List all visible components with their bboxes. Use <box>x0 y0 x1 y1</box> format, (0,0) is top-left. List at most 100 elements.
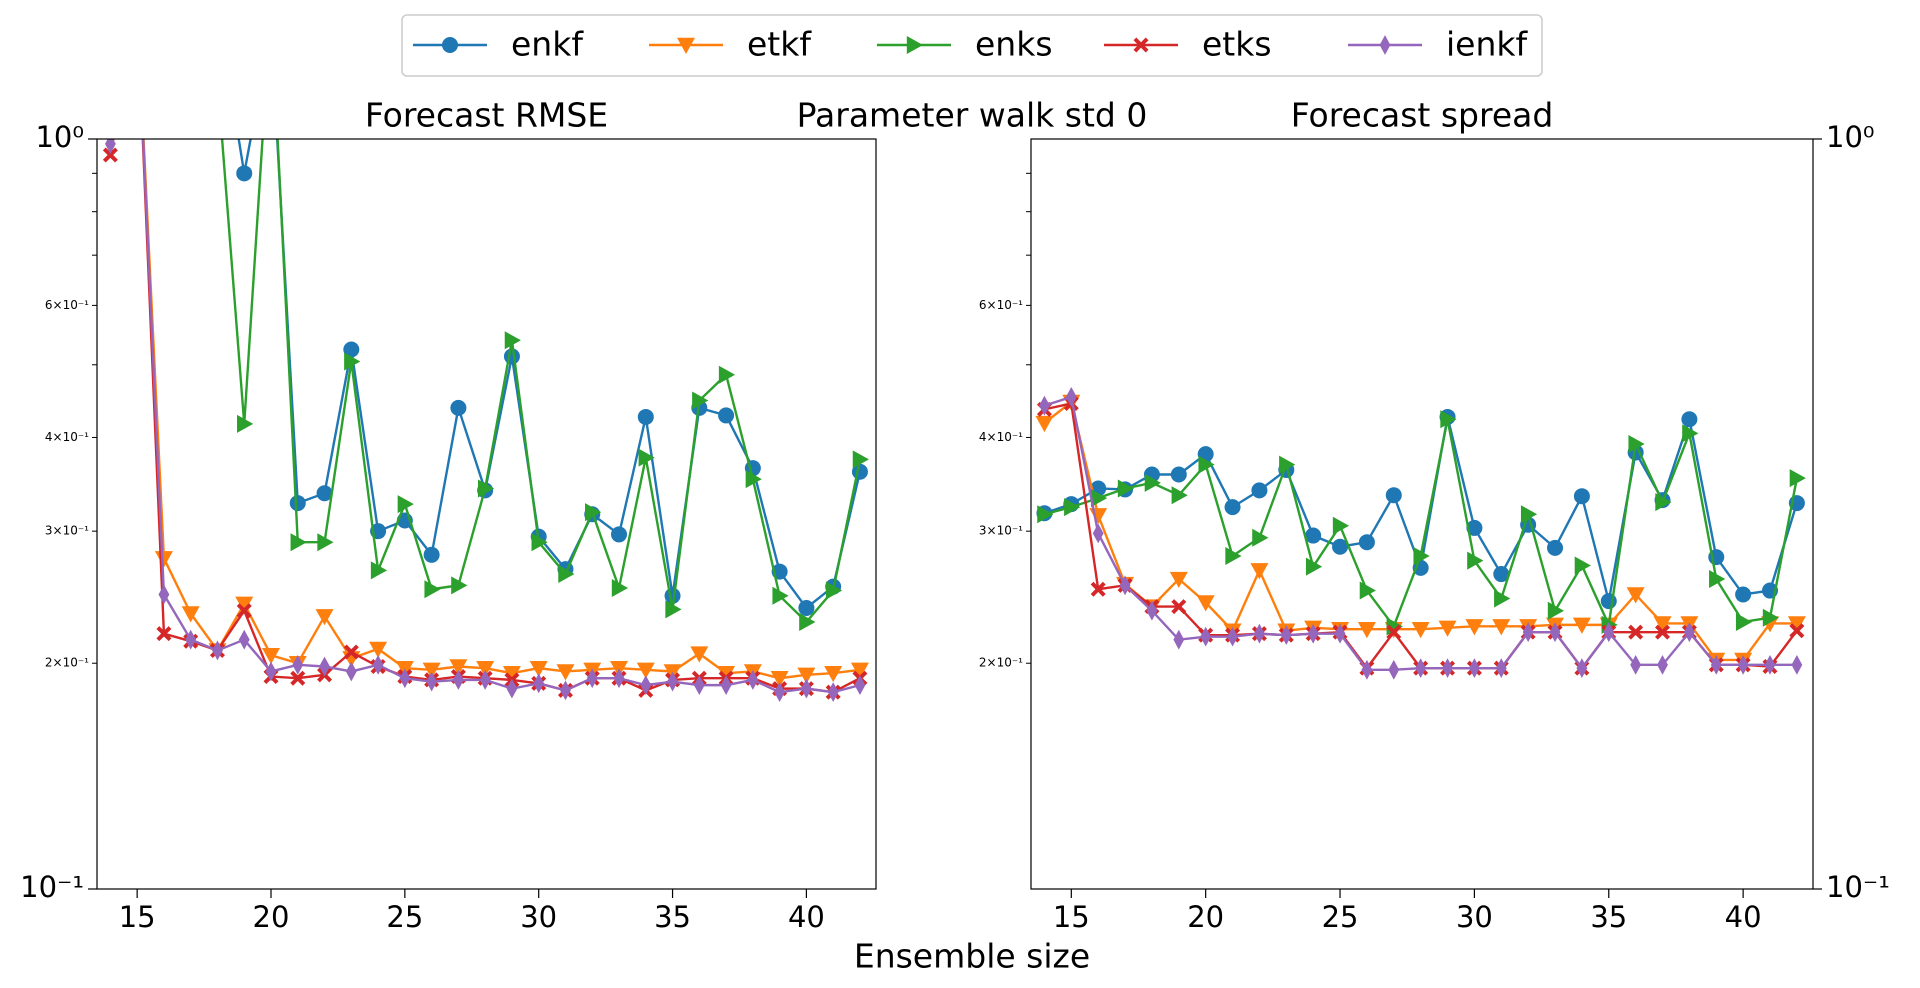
data-point <box>343 341 360 358</box>
data-point <box>1492 619 1511 636</box>
data-point <box>529 660 548 678</box>
data-point <box>369 641 388 658</box>
data-point <box>290 533 307 552</box>
data-point <box>1576 658 1588 679</box>
legend-label: etks <box>1202 25 1272 64</box>
data-point <box>102 72 118 88</box>
x-tick-label: 15 <box>119 900 156 934</box>
data-point <box>827 682 839 703</box>
panel-title: Forecast RMSE <box>365 96 608 135</box>
data-point <box>1655 624 1671 640</box>
data-point <box>1359 581 1376 600</box>
panel-title: Forecast spread <box>1291 96 1554 135</box>
data-point <box>1626 587 1645 604</box>
data-point <box>236 165 253 182</box>
data-point <box>772 586 789 605</box>
data-point <box>854 675 866 696</box>
data-point <box>449 659 468 676</box>
data-point <box>1413 546 1430 565</box>
data-point <box>1332 516 1350 535</box>
data-point <box>265 661 277 682</box>
data-point <box>399 668 411 689</box>
data-point <box>1438 620 1457 637</box>
x-tick-label: 20 <box>253 900 290 934</box>
data-point <box>1090 581 1106 597</box>
legend-marker <box>906 36 923 54</box>
data-point <box>479 670 491 690</box>
legend-label: etkf <box>747 25 812 64</box>
data-point <box>345 661 357 682</box>
data-point <box>1764 654 1776 675</box>
data-point <box>1628 435 1645 454</box>
data-point <box>611 578 629 597</box>
data-point <box>1092 523 1104 544</box>
data-point <box>1603 622 1615 643</box>
data-point <box>344 352 361 371</box>
data-point <box>1791 654 1803 675</box>
data-point <box>556 664 575 681</box>
data-point <box>1787 616 1806 633</box>
data-point <box>1090 489 1108 508</box>
x-tick-label: 35 <box>654 900 691 934</box>
data-point <box>317 533 334 552</box>
data-point <box>235 596 254 613</box>
legend-marker <box>442 37 458 53</box>
data-point <box>667 671 678 692</box>
data-point <box>426 671 438 692</box>
data-point <box>770 671 789 688</box>
x-tick-label: 25 <box>1322 900 1359 934</box>
data-point <box>1549 622 1561 643</box>
data-point <box>718 407 735 424</box>
data-point <box>825 581 843 600</box>
data-point <box>1573 488 1590 505</box>
plot-frame <box>96 138 877 890</box>
data-point <box>586 668 598 689</box>
data-point <box>506 678 518 699</box>
data-point <box>128 0 146 16</box>
data-point <box>1037 505 1054 524</box>
data-point <box>1465 619 1484 636</box>
data-point <box>130 0 145 14</box>
data-point <box>1681 411 1698 428</box>
data-point <box>1170 466 1187 483</box>
data-point <box>640 675 652 696</box>
data-point <box>1039 395 1050 416</box>
data-point <box>372 654 384 675</box>
data-point <box>1198 455 1215 474</box>
data-point <box>1171 599 1187 615</box>
data-point <box>452 670 464 690</box>
data-point <box>585 503 602 522</box>
y-tick-label: 10⁻¹ <box>1826 870 1890 904</box>
data-point <box>1520 505 1538 524</box>
data-point <box>477 479 495 498</box>
data-point <box>210 71 226 89</box>
data-point <box>181 606 200 623</box>
y-tick-label: 10⁰ <box>1826 120 1875 154</box>
plot-area <box>97 139 876 889</box>
data-point <box>1254 623 1265 644</box>
data-point <box>451 576 468 595</box>
data-point <box>263 21 279 37</box>
data-point <box>774 682 786 703</box>
data-point <box>1173 629 1185 650</box>
data-point <box>531 533 548 552</box>
legend-box <box>401 14 1543 77</box>
data-point <box>1361 659 1373 680</box>
data-point <box>422 662 441 679</box>
data-point <box>1119 575 1131 596</box>
data-point <box>1251 482 1268 499</box>
data-point <box>450 399 467 416</box>
x-tick-label: 30 <box>1456 900 1493 934</box>
x-tick-label: 25 <box>386 900 423 934</box>
legend-label: ienkf <box>1446 25 1528 64</box>
data-point <box>502 665 521 683</box>
data-point <box>1386 624 1402 640</box>
data-point <box>212 640 223 661</box>
legend-marker <box>1133 37 1149 53</box>
x-tick-label: 40 <box>1725 900 1762 934</box>
data-point <box>850 662 869 679</box>
data-point <box>504 331 521 350</box>
x-axis-label: Ensemble size <box>854 937 1090 976</box>
data-point <box>1171 486 1188 505</box>
